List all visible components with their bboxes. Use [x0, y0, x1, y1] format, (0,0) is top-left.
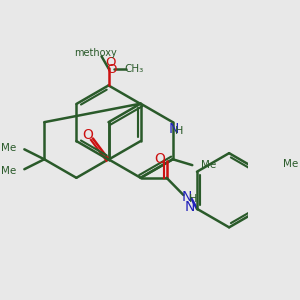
Text: O: O [106, 63, 117, 76]
Text: Me: Me [201, 160, 216, 170]
Text: Me: Me [2, 143, 16, 153]
Text: methoxy: methoxy [74, 48, 117, 58]
Text: Me: Me [2, 166, 16, 176]
Text: N: N [169, 122, 179, 136]
Text: H: H [189, 194, 197, 204]
Text: CH₃: CH₃ [124, 64, 144, 74]
Text: O: O [105, 56, 115, 69]
Text: O: O [154, 152, 165, 166]
Text: H: H [176, 126, 184, 136]
Text: Me: Me [283, 159, 298, 169]
Text: N: N [185, 200, 195, 214]
Text: N: N [182, 190, 192, 204]
Text: O: O [82, 128, 93, 142]
